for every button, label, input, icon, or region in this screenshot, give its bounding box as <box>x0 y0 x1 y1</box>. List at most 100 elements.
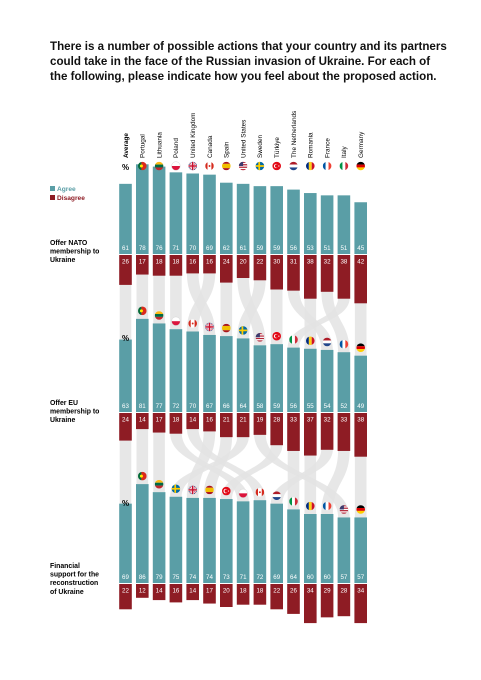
bar-disagree-poland <box>169 413 183 434</box>
label-agree-canada: 72 <box>256 574 263 581</box>
bar-agree-lithuania <box>152 492 166 583</box>
flag-lithuania-icon <box>154 479 164 489</box>
label-agree-italy: 56 <box>290 403 297 410</box>
ribbon-turkiye <box>270 288 283 345</box>
bar-agree-united-kingdom <box>186 173 199 254</box>
label-disagree-italy: 33 <box>290 417 297 424</box>
flag-spain-icon <box>222 323 231 333</box>
flag-france-icon <box>339 339 349 349</box>
flag-germany-icon <box>356 343 365 352</box>
bar-disagree-lithuania <box>152 255 166 276</box>
label-agree-spain: 62 <box>223 245 230 252</box>
bar-disagree-canada <box>253 584 267 605</box>
rank-ribbons <box>119 272 367 518</box>
label-agree-portugal: 81 <box>139 403 146 410</box>
bar-disagree-romania <box>304 255 317 299</box>
bar-disagree-the-netherlands <box>270 584 283 610</box>
label-disagree-canada: 14 <box>189 417 196 424</box>
ribbon-lithuania <box>153 431 165 493</box>
label-agree-united-kingdom: 70 <box>189 245 196 252</box>
flag-romania-icon <box>306 501 315 511</box>
flag-united-kingdom-icon <box>205 322 214 332</box>
flag-the-netherlands-icon <box>272 491 281 500</box>
legend-disagree-label: Disagree <box>57 195 85 202</box>
bar-agree-turkiye <box>220 499 233 583</box>
label-disagree-germany: 42 <box>357 259 364 266</box>
ribbon-turkiye <box>220 444 283 500</box>
label-disagree-sweden: 16 <box>172 588 179 595</box>
bar-agree-turkiye <box>270 186 283 254</box>
label-agree-average: 61 <box>122 245 129 252</box>
label-agree-united-kingdom: 74 <box>189 574 196 581</box>
label-disagree-poland: 18 <box>172 417 179 424</box>
label-agree-lithuania: 77 <box>156 403 163 410</box>
label-disagree-turkiye: 20 <box>223 588 230 595</box>
label-agree-the-netherlands: 56 <box>290 245 297 252</box>
bar-disagree-italy <box>337 255 351 299</box>
bar-agree-sweden <box>236 338 250 412</box>
flag-sweden-icon <box>238 326 248 335</box>
label-agree-poland: 71 <box>240 574 247 581</box>
header-poland: Poland <box>173 138 180 158</box>
bar-disagree-poland <box>169 255 183 276</box>
bar-agree-average <box>119 339 132 412</box>
ribbon-romania <box>304 297 317 349</box>
flag-france-icon <box>322 161 332 171</box>
label-disagree-france: 33 <box>340 417 347 424</box>
percent-symbol-3: % <box>122 499 129 508</box>
header-germany: Germany <box>358 131 365 158</box>
bar-disagree-germany <box>354 413 367 457</box>
bar-agree-average <box>119 503 132 583</box>
label-disagree-turkiye: 30 <box>273 259 280 266</box>
flag-sweden-icon <box>171 484 181 494</box>
bar-agree-canada <box>203 174 216 254</box>
header-the-netherlands: The Netherlands <box>291 111 298 158</box>
bar-agree-poland <box>169 172 183 254</box>
label-disagree-lithuania: 14 <box>156 588 163 595</box>
header-united-kingdom: United Kingdom <box>190 113 197 158</box>
flag-romania-icon <box>306 336 315 346</box>
legend-agree-swatch <box>50 186 55 191</box>
ribbon-canada <box>186 272 216 332</box>
label-agree-portugal: 78 <box>139 245 146 252</box>
bar-agree-united-kingdom <box>203 334 216 412</box>
header-sweden: Sweden <box>257 134 264 158</box>
label-agree-spain: 74 <box>206 574 213 581</box>
ribbon-the-netherlands <box>270 448 333 504</box>
bar-agree-poland <box>169 329 183 412</box>
label-agree-sweden: 59 <box>256 245 263 252</box>
label-agree-romania: 55 <box>307 403 314 410</box>
bar-disagree-the-netherlands <box>287 255 300 291</box>
label-disagree-germany: 34 <box>357 588 364 595</box>
question-label-3: Financial support for the reconstruction of… <box>50 563 99 596</box>
header-portugal: Portugal <box>140 134 147 158</box>
bar-disagree-germany <box>354 255 367 304</box>
label-disagree-romania: 37 <box>307 417 314 424</box>
flag-france-icon <box>322 501 332 511</box>
label-agree-united-states: 61 <box>240 245 247 252</box>
header-spain: Spain <box>224 141 231 158</box>
ribbon-france <box>321 290 350 353</box>
flag-portugal-icon <box>138 161 147 171</box>
label-agree-portugal: 86 <box>139 574 146 581</box>
ribbon-germany <box>354 455 367 518</box>
flag-poland-icon <box>171 316 181 326</box>
label-disagree-spain: 24 <box>223 259 230 266</box>
ribbon-sweden <box>237 279 266 339</box>
bar-agree-the-netherlands <box>287 189 300 254</box>
bar-disagree-portugal <box>136 413 149 430</box>
bar-disagree-spain <box>203 584 216 604</box>
bar-disagree-france <box>320 584 334 618</box>
ribbon-sweden <box>170 436 249 497</box>
ribbon-france <box>321 449 350 514</box>
label-disagree-portugal: 14 <box>139 417 146 424</box>
bar-agree-united-states <box>236 183 250 254</box>
flag-germany-icon <box>356 161 365 171</box>
bar-disagree-united-states <box>236 255 250 278</box>
bar-agree-italy <box>287 347 300 412</box>
label-agree-united-states: 57 <box>340 574 347 581</box>
label-agree-united-states: 58 <box>256 403 263 410</box>
label-disagree-portugal: 12 <box>139 588 146 595</box>
bar-disagree-the-netherlands <box>320 413 334 450</box>
bar-disagree-sweden <box>169 584 183 603</box>
